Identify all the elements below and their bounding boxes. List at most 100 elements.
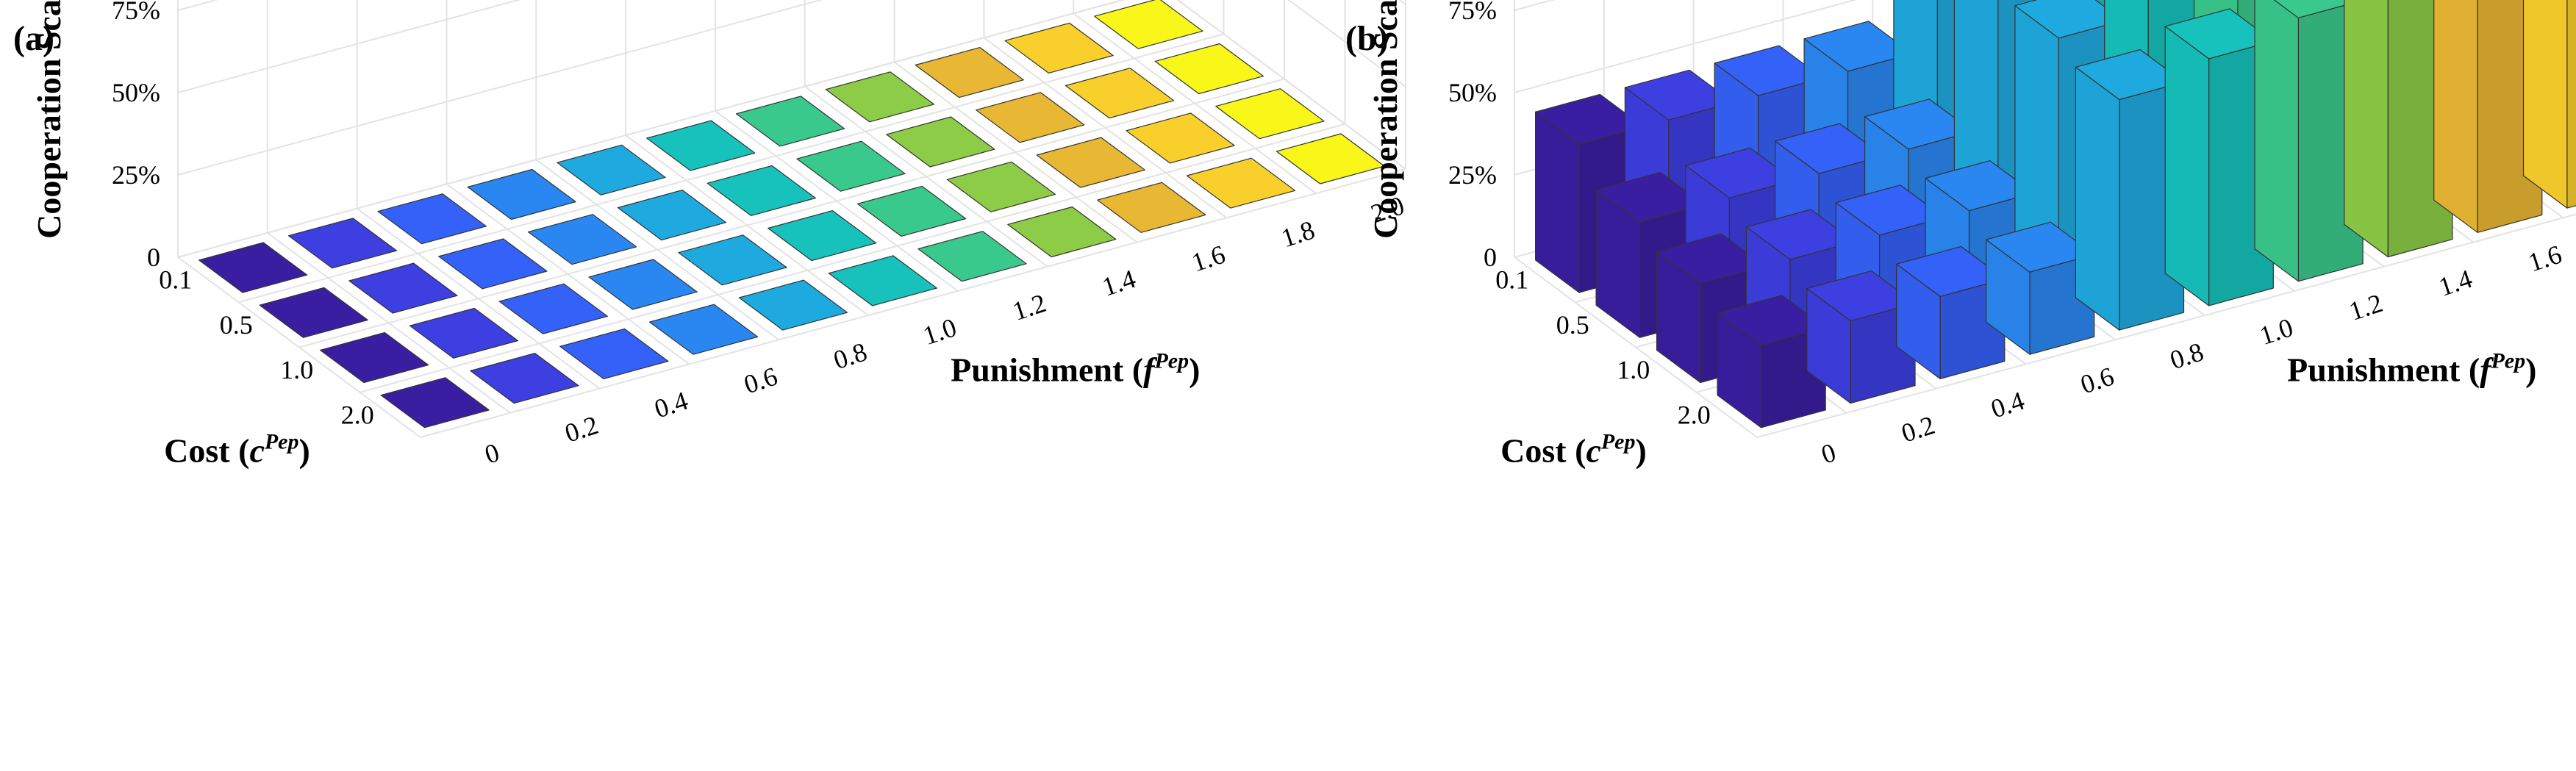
- bars: [198, 0, 1386, 428]
- bar-x0.8-y1.0: [678, 234, 787, 286]
- panel-b: (b)025%50%75%100%00.20.40.60.81.01.21.41…: [1345, 0, 2576, 470]
- y-axis-label: Cost (cPep): [164, 429, 310, 469]
- bar-x0.8-y0.5: [617, 190, 727, 241]
- x-tick-label: 0.8: [2167, 337, 2207, 375]
- y-tick-label: 2.0: [341, 400, 374, 429]
- bar-x1.8-y2.0: [1186, 157, 1296, 209]
- z-axis-label: Cooperation Scale (fc): [1367, 0, 1409, 239]
- x-axis-superscript: Pep: [2490, 349, 2525, 373]
- bar-x1.6-y2.0: [1097, 182, 1206, 233]
- z-axis-title: Cooperation Scale: [1367, 0, 1404, 239]
- z-tick-label: 0: [147, 243, 160, 272]
- x-tick-label: 1.4: [1098, 264, 1139, 302]
- panel-a: (a)025%50%75%100%00.20.40.60.81.01.21.41…: [13, 0, 1408, 470]
- x-tick-label: 0.4: [651, 386, 691, 424]
- bar-x0.6-y0.1: [467, 168, 576, 220]
- bar-x1.6-y0.1: [915, 46, 1024, 98]
- x-tick-label: 1.6: [2525, 240, 2565, 278]
- y-tick-label: 0.5: [220, 310, 253, 340]
- bar-x1.8-y2.0: [2522, 0, 2576, 209]
- x-axis-superscript: Pep: [1153, 349, 1189, 373]
- bar-x2.0-y1.0: [1215, 88, 1325, 140]
- x-tick-label: 0.6: [740, 361, 781, 399]
- panel-label: (b): [1345, 19, 1389, 58]
- z-tick-label: 50%: [1448, 78, 1497, 107]
- bar-x1.4-y0.5: [886, 116, 995, 168]
- x-axis-symbol: f: [1143, 351, 1158, 389]
- bar-x1.0-y0.1: [646, 120, 756, 171]
- x-axis-symbol: f: [2480, 351, 2494, 389]
- z-tick-labels: 025%50%75%100%: [112, 0, 160, 272]
- y-tick-label: 1.0: [1617, 355, 1650, 384]
- bar-x2.0-y0.5: [1154, 43, 1264, 95]
- z-axis-label: Cooperation Scale (fc): [30, 0, 73, 239]
- z-tick-labels: 025%50%75%100%: [1448, 0, 1497, 272]
- x-axis-label: Punishment (fPep): [2287, 349, 2536, 389]
- y-axis-title: Cost: [1500, 431, 1567, 469]
- x-tick-label: 0.6: [2077, 361, 2117, 399]
- bar-x1.0-y1.0: [768, 210, 877, 262]
- y-tick-labels: 0.1 0.5 1.0 2.0: [159, 265, 374, 430]
- bar-x0.4-y0.5: [438, 238, 548, 290]
- bar-x1.4-y2.0: [1007, 206, 1117, 258]
- bar-x0-y1.0: [320, 331, 429, 384]
- x-tick-label: 0: [1817, 437, 1839, 470]
- y-tick-label: 0.5: [1556, 310, 1589, 340]
- z-tick-label: 75%: [1448, 0, 1497, 25]
- z-tick-label: 25%: [112, 160, 160, 190]
- bar-x1.8-y0.5: [1065, 68, 1175, 119]
- z-axis-title: Cooperation Scale: [30, 0, 68, 239]
- bar-x0.2-y2.0: [470, 353, 579, 404]
- x-tick-label: 0.2: [1897, 410, 1938, 448]
- bar-x2.0-y2.0: [1276, 133, 1386, 184]
- x-tick-label: 1.4: [2435, 264, 2475, 302]
- bar-x0.8-y0.1: [557, 144, 666, 196]
- bar-x0.4-y1.0: [498, 283, 609, 334]
- x-tick-label: 1.0: [920, 312, 960, 351]
- bar-x0.2-y0.1: [287, 218, 398, 269]
- bar-x0.2-y0.5: [348, 262, 458, 314]
- y-tick-label: 1.0: [280, 355, 313, 384]
- grid-lines: [177, 0, 1406, 438]
- bar-x1.2-y2.0: [917, 231, 1027, 282]
- z-tick-label: 25%: [1448, 160, 1497, 190]
- z-tick-label: 50%: [112, 78, 160, 107]
- x-tick-label: 1.2: [2346, 288, 2386, 326]
- x-tick-label: 0.8: [830, 337, 870, 375]
- bar-x1.6-y0.5: [976, 92, 1085, 143]
- bar-x0-y0.1: [198, 242, 308, 293]
- bar-x1.6-y1.0: [1036, 137, 1145, 188]
- bar-x1.2-y0.1: [735, 96, 845, 147]
- bar-x0.6-y0.5: [527, 214, 637, 265]
- bar-x1.4-y1.0: [946, 161, 1056, 212]
- bar-x2.0-y0.1: [1094, 0, 1203, 49]
- z-tick-label: 0: [1484, 243, 1497, 272]
- x-tick-label: 1.8: [1278, 215, 1318, 253]
- y-tick-label: 2.0: [1678, 400, 1711, 429]
- bar-x1.2-y1.0: [856, 185, 967, 237]
- bar-x0-y0.5: [259, 287, 368, 338]
- x-tick-label: 1.2: [1009, 288, 1050, 326]
- y-axis-superscript: Pep: [264, 429, 299, 453]
- x-tick-label: 1.0: [2256, 312, 2297, 351]
- bar-x0.8-y2.0: [738, 279, 848, 331]
- z-tick-label: 75%: [112, 0, 160, 25]
- x-tick-label: 0: [481, 437, 502, 470]
- y-axis-label: Cost (cPep): [1500, 429, 1647, 469]
- y-tick-label: 0.1: [159, 265, 192, 295]
- x-tick-label: 1.6: [1188, 240, 1228, 278]
- bar-x1.4-y0.1: [825, 71, 935, 123]
- y-axis-symbol: c: [1586, 431, 1600, 469]
- y-axis-superscript: Pep: [1600, 429, 1636, 453]
- bar-x1.8-y1.0: [1126, 112, 1235, 164]
- bar-x1.0-y2.0: [828, 255, 937, 306]
- bar-x1.0-y0.5: [706, 165, 816, 216]
- bar-x0.2-y1.0: [409, 307, 519, 359]
- bar-x0.4-y2.0: [559, 328, 669, 380]
- panel-label: (a): [13, 19, 54, 58]
- bar-x1.2-y0.5: [796, 140, 906, 192]
- x-axis-title: Punishment: [951, 351, 1124, 389]
- y-tick-label: 0.1: [1495, 265, 1528, 295]
- bar-x0.4-y0.1: [377, 193, 487, 245]
